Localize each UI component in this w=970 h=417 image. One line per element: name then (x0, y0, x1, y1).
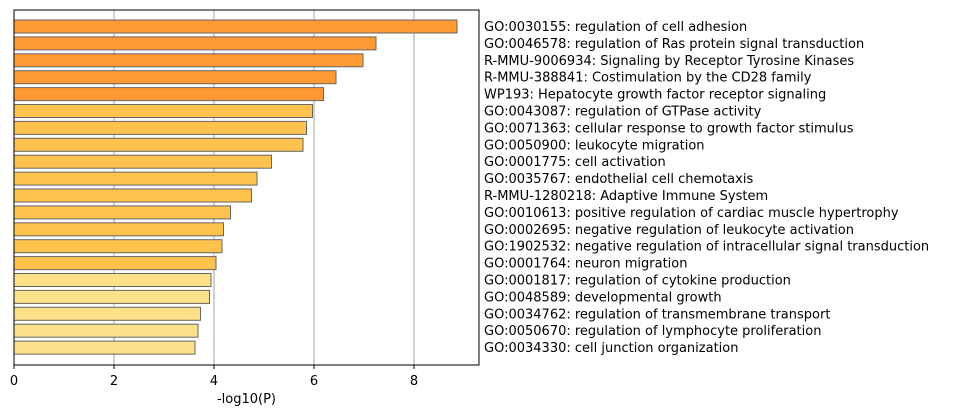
category-labels: GO:0030155: regulation of cell adhesion G… (484, 20, 929, 356)
plot-frame (13, 9, 480, 366)
category-label-4: WP193: Hepatocyte growth factor receptor… (484, 88, 826, 103)
bar-6 (13, 120, 307, 135)
bar-7 (13, 137, 304, 152)
category-label-2: R-MMU-9006934: Signaling by Receptor Tyr… (484, 54, 854, 69)
bar-14 (13, 256, 217, 271)
bar-15 (13, 273, 212, 287)
category-label-11: GO:0010613: positive regulation of cardi… (484, 206, 899, 221)
x-axis-label: -log10(P) (217, 392, 276, 407)
bar-5 (13, 104, 313, 118)
category-label-12: GO:0002695: negative regulation of leuko… (484, 223, 854, 238)
category-label-6: GO:0071363: cellular response to growth … (484, 121, 854, 136)
x-tick-label-1: 2 (110, 374, 118, 389)
bar-19 (13, 340, 196, 355)
category-label-14: GO:0001764: neuron migration (484, 257, 687, 272)
x-axis-ticks: 0 2 4 6 8 (10, 365, 418, 389)
category-label-16: GO:0048589: developmental growth (484, 290, 722, 305)
bar-10 (13, 188, 252, 203)
category-label-17: GO:0034762: regulation of transmembrane … (484, 307, 830, 322)
category-label-13: GO:1902532: negative regulation of intra… (484, 240, 929, 255)
category-label-8: GO:0001775: cell activation (484, 155, 666, 170)
bar-13 (13, 239, 223, 254)
grid-lines (113, 10, 415, 365)
category-label-5: GO:0043087: regulation of GTPase activit… (484, 105, 762, 120)
bar-18 (13, 323, 199, 338)
category-label-10: R-MMU-1280218: Adaptive Immune System (484, 189, 768, 204)
category-label-3: R-MMU-388841: Costimulation by the CD28 … (484, 71, 812, 86)
bar-4 (13, 87, 324, 102)
bar-16 (13, 289, 210, 304)
bars (13, 19, 458, 355)
x-tick-label-2: 4 (210, 374, 218, 389)
bar-12 (13, 222, 224, 237)
bar-3 (13, 70, 337, 85)
x-tick-label-4: 8 (410, 374, 418, 389)
bar-1 (13, 36, 377, 51)
x-tick-label-3: 6 (310, 374, 318, 389)
bar-2 (13, 53, 364, 68)
category-label-0: GO:0030155: regulation of cell adhesion (484, 20, 747, 35)
x-tick-label-0: 0 (10, 374, 18, 389)
bar-8 (13, 154, 272, 169)
bar-9 (13, 171, 258, 186)
category-label-1: GO:0046578: regulation of Ras protein si… (484, 37, 864, 52)
bar-0 (13, 19, 458, 34)
bar-17 (13, 306, 201, 321)
bar-11 (13, 205, 231, 220)
category-label-19: GO:0034330: cell junction organization (484, 341, 738, 356)
category-label-7: GO:0050900: leukocyte migration (484, 138, 705, 153)
category-label-9: GO:0035767: endothelial cell chemotaxis (484, 172, 753, 187)
category-label-18: GO:0050670: regulation of lymphocyte pro… (484, 324, 821, 339)
category-label-15: GO:0001817: regulation of cytokine produ… (484, 274, 791, 289)
